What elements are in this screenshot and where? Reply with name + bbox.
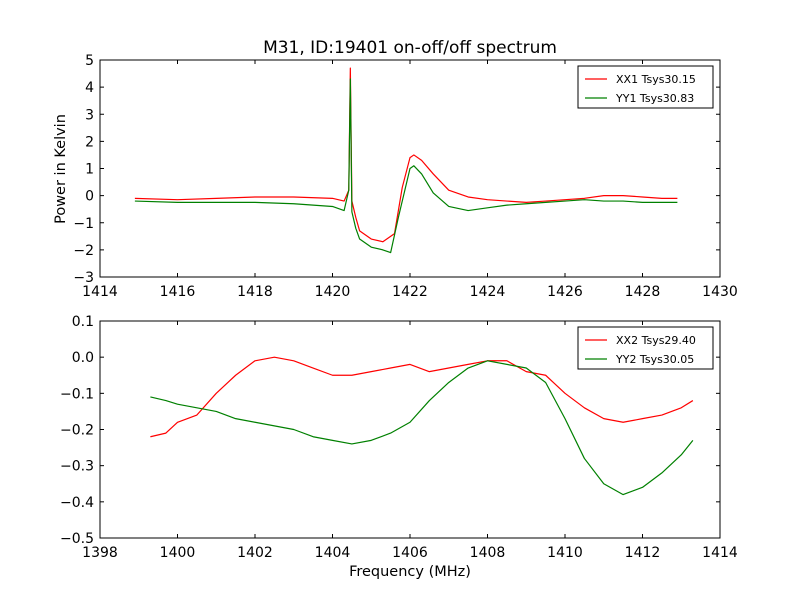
top-x-tick-label: 1430 [702, 284, 738, 300]
top-x-tick-label: 1424 [470, 284, 506, 300]
bottom-y-tick-label: −0.4 [60, 495, 94, 511]
panel-top: 1414 1416 1418 1420 1422 1424 1426 1428 1430−3−2… [73, 53, 737, 300]
bottom-legend-label-2: YY2 Tsys30.05 [615, 353, 694, 366]
bottom-legend-box [577, 326, 714, 370]
bottom-x-tick-label: 1414 [702, 545, 738, 561]
bottom-series-line-2 [150, 360, 694, 496]
top-x-tick-label: 1426 [547, 284, 583, 300]
x-axis-label-bottom: Frequency (MHz) [349, 564, 471, 580]
top-y-tick-label: 0 [85, 189, 94, 205]
top-series-line-2 [134, 78, 678, 254]
bottom-y-tick-label: −0.3 [60, 459, 94, 475]
bottom-y-tick-label: 0.0 [72, 350, 94, 366]
top-x-tick-label: 1420 [315, 284, 351, 300]
bottom-x-tick-label: 1412 [625, 545, 661, 561]
bottom-y-tick-label: 0.1 [72, 314, 94, 330]
top-y-tick-label: 5 [85, 53, 94, 69]
bottom-legend-label-1: XX2 Tsys29.40 [616, 334, 696, 347]
bottom-x-tick-label: 1408 [470, 545, 506, 561]
top-y-tick-label: 4 [85, 80, 94, 96]
bottom-legend: XX2 Tsys29.40 YY2 Tsys30.05 [577, 326, 714, 370]
top-y-tick-label: 3 [85, 107, 94, 123]
top-y-tick-label: 1 [85, 162, 94, 178]
top-y-tick-label: 2 [85, 134, 94, 150]
top-legend-label-1: XX1 Tsys30.15 [616, 73, 696, 86]
bottom-x-tick-label: 1410 [547, 545, 583, 561]
top-y-tick-label: −3 [73, 270, 94, 286]
top-x-tick-label: 1414 [82, 284, 118, 300]
bottom-y-tick-label: −0.2 [60, 423, 94, 439]
bottom-x-tick-label: 1398 [82, 545, 118, 561]
bottom-y-tick-label: −0.5 [60, 531, 94, 547]
top-x-tick-label: 1416 [160, 284, 196, 300]
top-x-tick-label: 1418 [237, 284, 273, 300]
top-legend-label-2: YY1 Tsys30.83 [615, 92, 694, 105]
bottom-x-tick-label: 1406 [392, 545, 428, 561]
top-x-tick-label: 1422 [392, 284, 428, 300]
top-series-group [134, 67, 678, 254]
bottom-x-tick-label: 1400 [160, 545, 196, 561]
top-x-tick-label: 1428 [625, 284, 661, 300]
top-series-line-1 [134, 67, 678, 243]
top-legend-box [577, 65, 714, 109]
panel-bottom: 1398 1400 1402 1404 1406 1408 1410 1412 1414 −0.5… [60, 314, 738, 561]
top-y-tick-label: −2 [73, 243, 94, 259]
bottom-series-line-1 [150, 356, 694, 438]
chart-title: M31, ID:19401 on-off/off spectrum [263, 38, 557, 58]
bottom-x-tick-label: 1404 [315, 545, 351, 561]
top-y-tick-label: −1 [73, 216, 94, 232]
y-axis-label-top: Power in Kelvin [53, 114, 69, 224]
bottom-y-tick-label: −0.1 [60, 386, 94, 402]
top-legend: XX1 Tsys30.15 YY1 Tsys30.83 [577, 65, 714, 109]
bottom-x-tick-label: 1402 [237, 545, 273, 561]
bottom-series-group [150, 356, 694, 496]
